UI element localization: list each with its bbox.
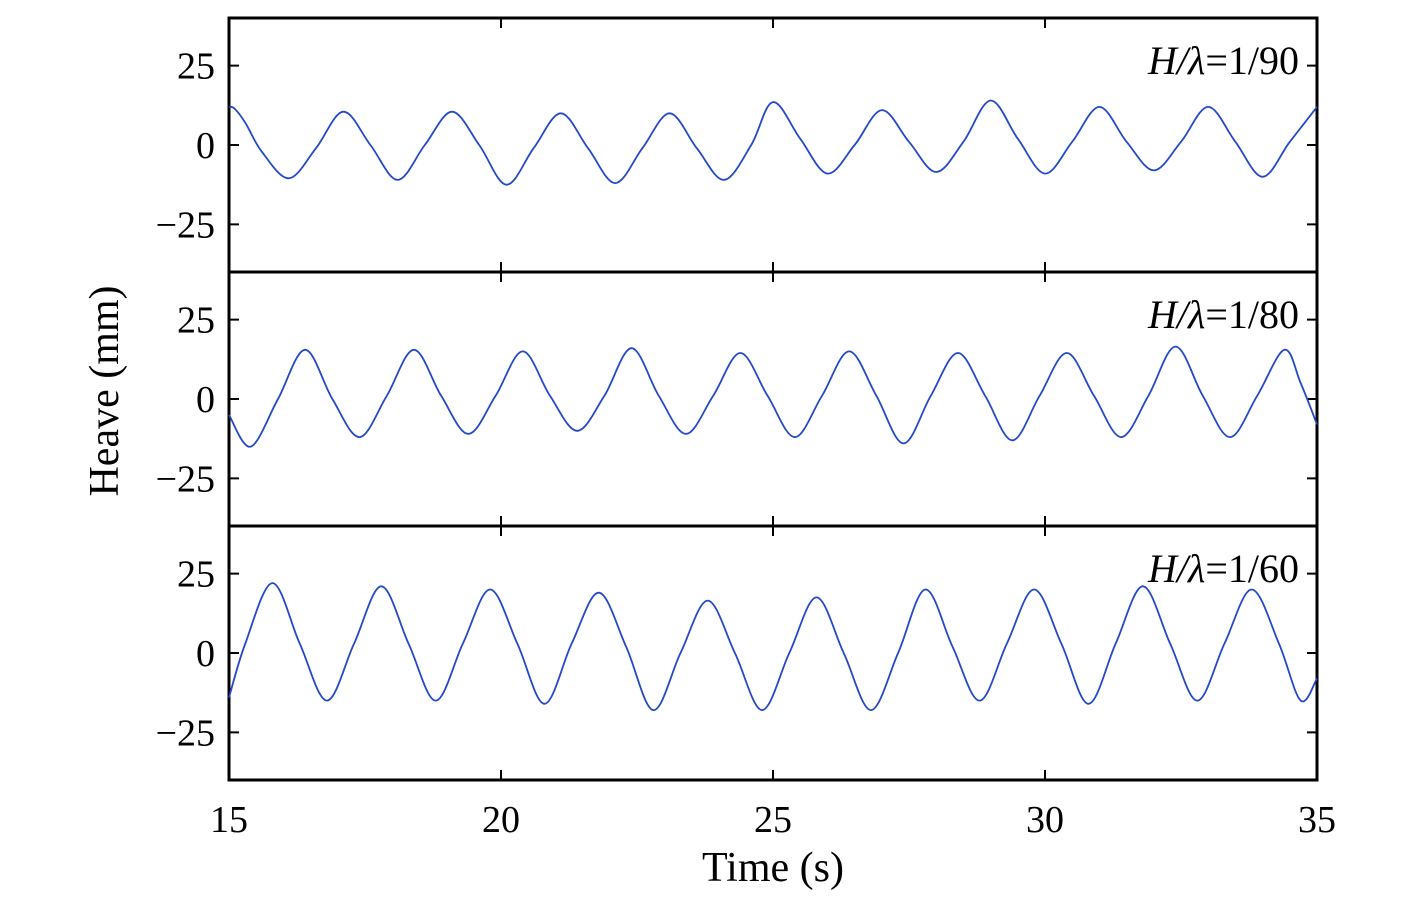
y-tick-label: −25 [156, 458, 215, 500]
y-tick-label: 0 [196, 125, 215, 167]
heave-series-line [228, 99, 1318, 186]
y-axis-label: Heave (mm) [82, 285, 128, 496]
x-tick-label: 30 [1026, 799, 1064, 841]
y-tick-label: −25 [156, 204, 215, 246]
wave-steepness-label: H/λ=1/80 [1147, 292, 1299, 337]
x-axis: 15 20 25 30 35 [210, 799, 1336, 841]
panel-1: 25 0 −25 H/λ=1/90 [156, 16, 1319, 274]
steepness-value: =1/60 [1205, 546, 1299, 591]
panel-2: 25 0 −25 H/λ=1/80 [156, 270, 1319, 528]
heave-series-line [228, 345, 1318, 448]
x-tick-label: 15 [210, 799, 248, 841]
x-tick-label: 20 [482, 799, 520, 841]
y-tick-label: 0 [196, 633, 215, 675]
steepness-value: =1/80 [1205, 292, 1299, 337]
panel-3: 25 0 −25 H/λ=1/60 [156, 524, 1319, 782]
steepness-value: =1/90 [1205, 38, 1299, 83]
x-axis-label: Time (s) [702, 845, 844, 891]
y-tick-label: 25 [177, 300, 215, 342]
y-tick-label: 25 [177, 46, 215, 88]
heave-series-line [228, 582, 1318, 712]
chart-panels: 250−25H/λ=1/90250−25H/λ=1/80250−25H/λ=1/… [156, 16, 1319, 782]
y-tick-label: 0 [196, 379, 215, 421]
x-tick-label: 35 [1298, 799, 1336, 841]
y-tick-label: −25 [156, 712, 215, 754]
x-tick-label: 25 [754, 799, 792, 841]
wave-steepness-label: H/λ=1/90 [1147, 38, 1299, 83]
steepness-symbol: H/λ [1147, 38, 1205, 83]
steepness-symbol: H/λ [1147, 546, 1205, 591]
y-tick-label: 25 [177, 554, 215, 596]
wave-steepness-label: H/λ=1/60 [1147, 546, 1299, 591]
steepness-symbol: H/λ [1147, 292, 1205, 337]
